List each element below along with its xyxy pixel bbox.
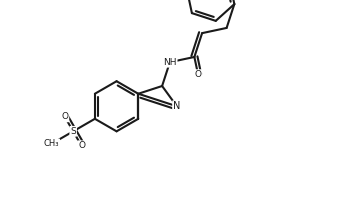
- Text: S: S: [70, 127, 76, 136]
- Text: N: N: [173, 101, 181, 111]
- Text: O: O: [61, 112, 68, 121]
- Text: O: O: [78, 141, 85, 150]
- Text: CH₃: CH₃: [44, 139, 59, 148]
- Text: O: O: [195, 70, 201, 79]
- Text: NH: NH: [163, 58, 176, 67]
